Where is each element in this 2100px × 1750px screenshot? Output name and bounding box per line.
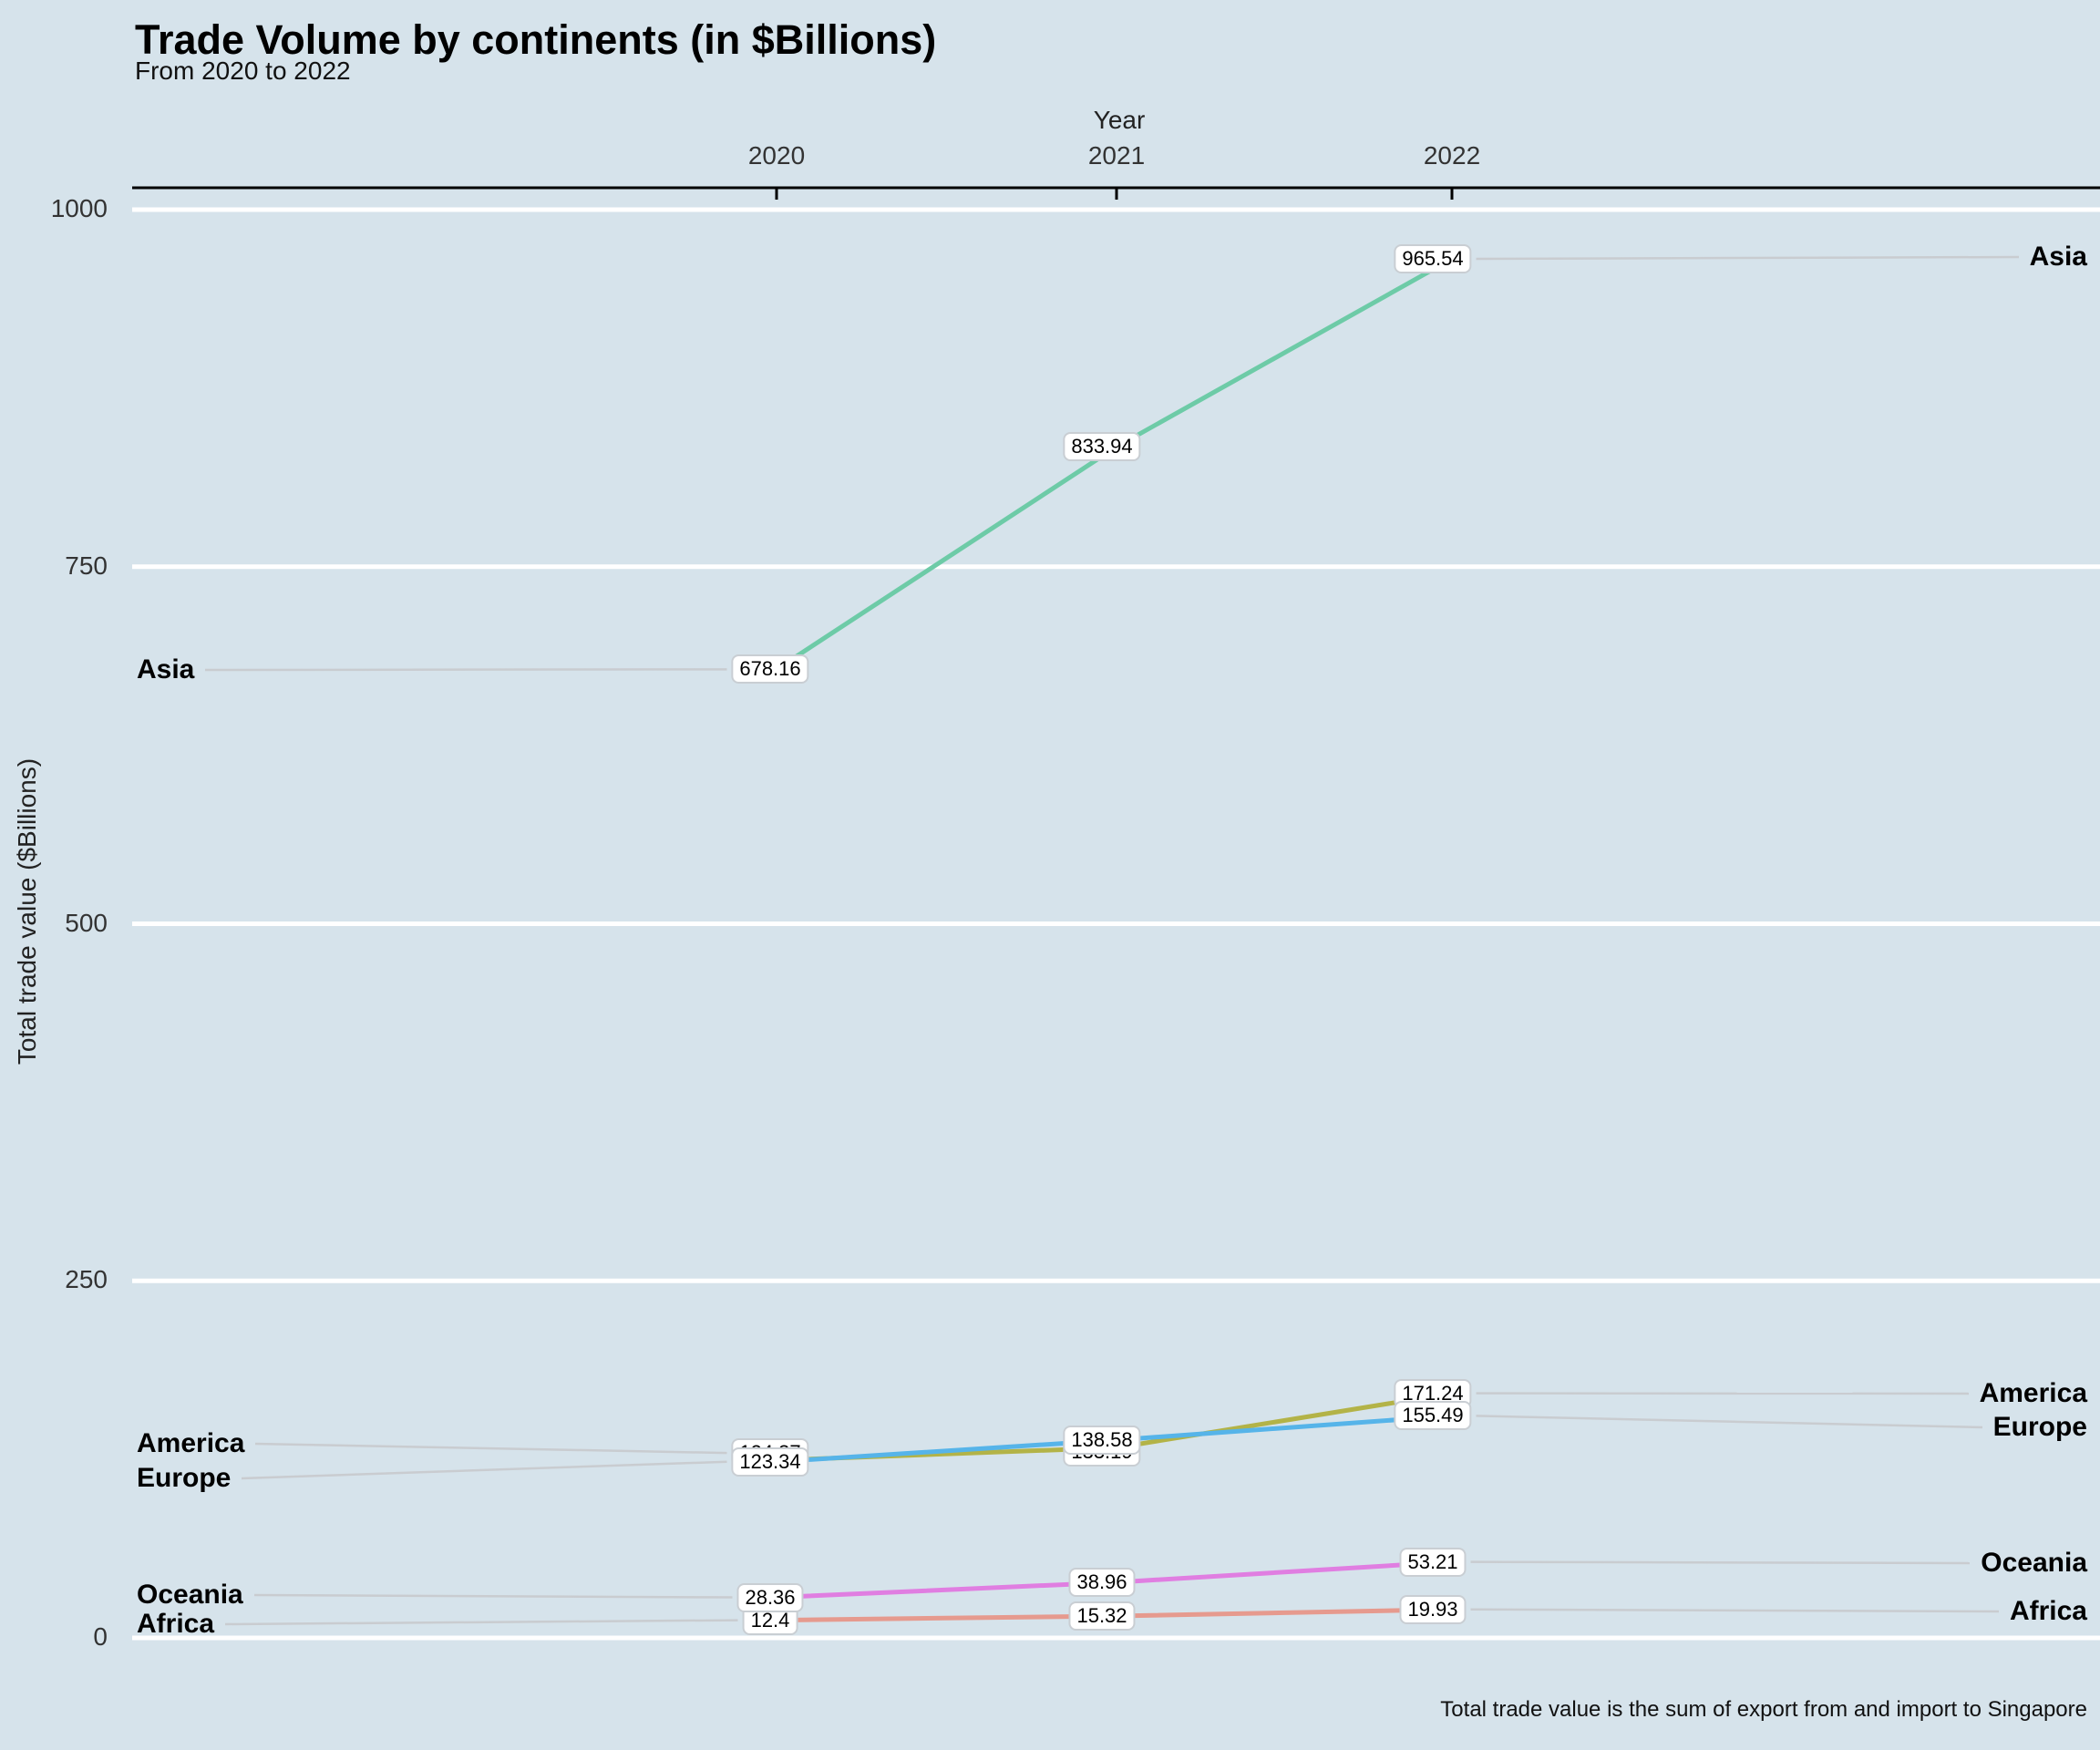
- left-label-africa: Africa: [137, 1609, 215, 1639]
- value-label-oceania-2022: 53.21: [1399, 1547, 1467, 1577]
- chart-title: Trade Volume by continents (in $Billions…: [135, 16, 937, 63]
- left-label-oceania: Oceania: [137, 1580, 243, 1610]
- oceania-left-leader-line: [253, 1593, 733, 1599]
- europe-right-leader-line: [1476, 1415, 1983, 1429]
- left-label-europe: Europe: [137, 1463, 232, 1493]
- left-label-america: America: [137, 1428, 245, 1458]
- y-tick-label-1000: 1000: [50, 194, 108, 222]
- x-axis-title: Year: [1093, 106, 1146, 134]
- y-tick-label-750: 750: [65, 551, 108, 580]
- x-tick-label-2021: 2021: [1087, 141, 1146, 170]
- y-tick-label-500: 500: [65, 908, 108, 937]
- value-label-europe-2020: 123.34: [731, 1446, 809, 1477]
- oceania-right-leader-line: [1470, 1560, 1971, 1565]
- right-label-europe: Europe: [1992, 1412, 2087, 1442]
- chart-caption: Total trade value is the sum of export f…: [1440, 1697, 2087, 1722]
- africa-right-leader-line: [1470, 1608, 2000, 1613]
- chart-subtitle: From 2020 to 2022: [135, 57, 351, 85]
- america-left-leader-line: [254, 1442, 727, 1455]
- value-label-america-2022: 171.24: [1394, 1378, 1472, 1408]
- value-label-asia-2022: 965.54: [1394, 243, 1472, 273]
- right-label-africa: Africa: [2009, 1596, 2087, 1626]
- value-label-asia-2021: 833.94: [1063, 432, 1141, 462]
- right-label-asia: Asia: [2029, 242, 2087, 272]
- value-label-africa-2022: 19.93: [1399, 1594, 1467, 1624]
- y-tick-label-0: 0: [93, 1622, 108, 1651]
- y-tick-label-250: 250: [65, 1265, 108, 1294]
- right-label-oceania: Oceania: [1981, 1548, 2087, 1578]
- value-label-europe-2022: 155.49: [1394, 1401, 1472, 1431]
- value-label-europe-2021: 138.58: [1063, 1425, 1141, 1455]
- x-tick-label-2020: 2020: [747, 141, 806, 170]
- right-label-america: America: [1979, 1378, 2087, 1408]
- left-label-asia: Asia: [137, 654, 195, 685]
- value-label-africa-2021: 15.32: [1068, 1601, 1136, 1631]
- europe-left-leader-line: [241, 1460, 727, 1480]
- asia-left-leader-line: [204, 668, 727, 672]
- africa-left-leader-line: [224, 1619, 738, 1626]
- value-label-oceania-2021: 38.96: [1068, 1567, 1136, 1597]
- x-tick-label-2022: 2022: [1423, 141, 1481, 170]
- asia-right-leader-line: [1476, 255, 2020, 261]
- value-label-oceania-2020: 28.36: [736, 1582, 804, 1612]
- value-label-asia-2020: 678.16: [731, 654, 809, 685]
